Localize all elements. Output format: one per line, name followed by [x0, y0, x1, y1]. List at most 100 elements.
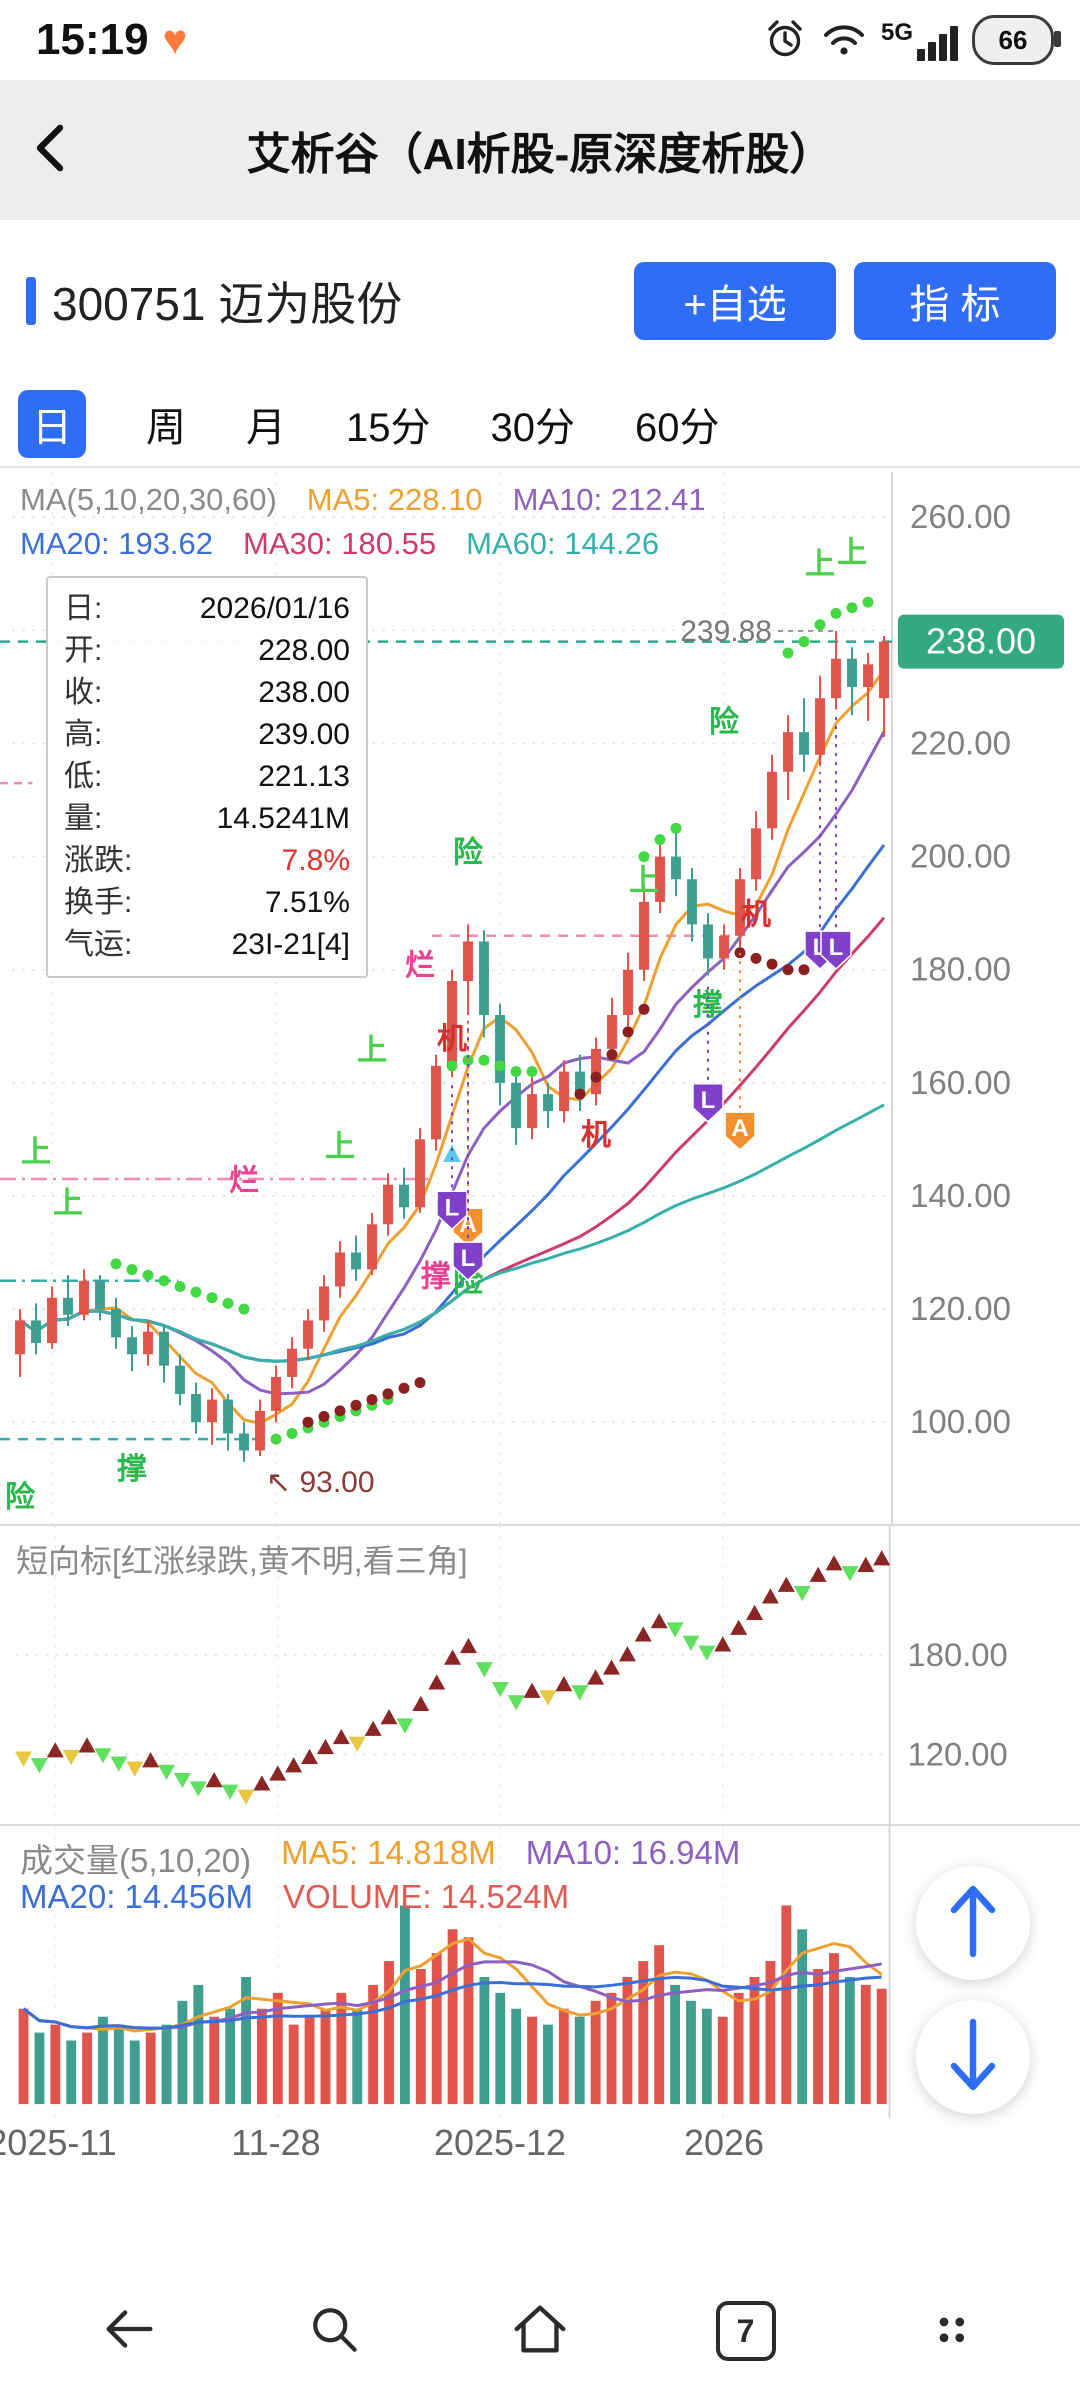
svg-text:上: 上	[837, 536, 867, 569]
svg-text:100.00: 100.00	[910, 1403, 1011, 1440]
nav-back-button[interactable]	[94, 2296, 164, 2366]
ma-param-label: MA(5,10,20,30,60)	[20, 482, 277, 517]
wifi-icon	[821, 19, 867, 62]
volume-current: VOLUME: 14.524M	[282, 1878, 570, 1915]
svg-text:险: 险	[709, 705, 740, 739]
tab-30min[interactable]: 30分	[490, 406, 576, 450]
svg-text:上: 上	[53, 1187, 83, 1220]
svg-text:上: 上	[357, 1034, 387, 1067]
svg-text:180.00: 180.00	[908, 1636, 1008, 1673]
period-tabs: 日 周 月 15分 30分 60分	[0, 382, 1080, 468]
svg-text:200.00: 200.00	[910, 838, 1011, 875]
tab-month[interactable]: 月	[246, 406, 286, 450]
chevron-left-icon	[30, 121, 70, 180]
svg-text:烂: 烂	[405, 949, 435, 982]
ma10-value: MA10: 212.41	[512, 482, 706, 517]
svg-text:140.00: 140.00	[910, 1177, 1011, 1214]
tab-week[interactable]: 周	[146, 406, 186, 450]
x-axis: 2025-11 11-28 2025-12 2026	[0, 2118, 1080, 2178]
nav-menu-button[interactable]	[916, 2296, 986, 2366]
svg-text:120.00: 120.00	[908, 1735, 1008, 1772]
menu-dots-icon	[923, 2301, 979, 2362]
svg-text:上: 上	[325, 1130, 355, 1163]
svg-text:238.00: 238.00	[926, 621, 1036, 662]
nav-tabs-button[interactable]: 7	[711, 2296, 781, 2366]
scroll-down-button[interactable]	[916, 2000, 1030, 2114]
stock-accent-bar	[26, 277, 36, 325]
svg-text:险: 险	[5, 1480, 36, 1514]
volume-svg	[18, 1826, 891, 2118]
page-title: 艾析谷（AI析股-原深度析股）	[246, 130, 834, 179]
short-direction-title: 短向标[红涨绿跌,黄不明,看三角]	[16, 1543, 468, 1579]
stock-title: 300751 迈为股份	[52, 278, 403, 330]
status-bar: 15:19 ♥ 5G 66	[0, 0, 1080, 80]
svg-text:上: 上	[805, 548, 835, 581]
stock-header-row: 300751 迈为股份 +自选 指 标	[0, 240, 1080, 362]
svg-text:撑: 撑	[421, 1260, 451, 1293]
tab-60min[interactable]: 60分	[635, 406, 720, 450]
svg-text:↖ 93.00: ↖ 93.00	[266, 1466, 375, 1499]
volume-ma20: MA20: 14.456M	[20, 1878, 253, 1915]
ma-legend-line2: MA20: 193.62 MA30: 180.55 MA60: 144.26	[20, 526, 659, 562]
svg-text:A: A	[731, 1115, 748, 1142]
arrow-up-icon	[938, 1882, 1008, 1965]
svg-text:烂: 烂	[229, 1164, 259, 1197]
home-icon	[509, 2298, 571, 2365]
arrow-down-icon	[938, 2016, 1008, 2099]
svg-text:机: 机	[581, 1119, 611, 1152]
svg-text:L: L	[829, 934, 844, 961]
scroll-up-button[interactable]	[916, 1866, 1030, 1980]
alarm-icon	[763, 16, 807, 65]
svg-text:险: 险	[453, 835, 484, 869]
app-header: 艾析谷（AI析股-原深度析股）	[0, 80, 1080, 220]
nav-home-button[interactable]	[505, 2296, 575, 2366]
volume-title: 成交量(5,10,20)	[20, 1842, 252, 1879]
short-direction-svg: 180.00 120.00	[14, 1526, 1008, 1824]
x-axis-label: 2026	[683, 2122, 765, 2163]
x-axis-label: 2025-12	[433, 2122, 567, 2163]
nav-search-button[interactable]	[299, 2296, 369, 2366]
ma30-value: MA30: 180.55	[243, 526, 437, 561]
svg-text:120.00: 120.00	[910, 1290, 1011, 1327]
volume-legend-line2: MA20: 14.456M VOLUME: 14.524M	[20, 1878, 569, 1916]
volume-ma5: MA5: 14.818M	[281, 1834, 496, 1871]
svg-text:260.00: 260.00	[910, 498, 1011, 535]
ma20-value: MA20: 193.62	[20, 526, 214, 561]
svg-text:220.00: 220.00	[910, 724, 1011, 761]
volume-panel[interactable]: 成交量(5,10,20) MA5: 14.818M MA10: 16.94M M…	[0, 1824, 1080, 2118]
search-icon	[304, 2299, 364, 2364]
battery-indicator: 66	[972, 15, 1061, 65]
tab-count-badge: 7	[715, 2301, 776, 2361]
tab-day[interactable]: 日	[18, 390, 86, 458]
candlestick-chart[interactable]: MA(5,10,20,30,60) MA5: 228.10 MA10: 212.…	[0, 472, 1080, 1524]
heart-icon: ♥	[162, 16, 188, 63]
back-button[interactable]	[22, 122, 78, 178]
add-watchlist-button[interactable]: +自选	[634, 262, 836, 340]
bottom-nav: 7	[0, 2262, 1080, 2400]
ohlc-info-box: 日: 2026/01/16 开: 228.00 收: 238.00 高: 239.00 …	[46, 576, 368, 978]
ma60-value: MA60: 144.26	[466, 526, 660, 561]
svg-text:180.00: 180.00	[910, 951, 1011, 988]
svg-text:L: L	[461, 1245, 476, 1272]
x-axis-label: 2025-11	[0, 2122, 117, 2163]
svg-text:239.88: 239.88	[680, 615, 772, 648]
svg-text:机: 机	[741, 898, 771, 931]
volume-legend-line1: 成交量(5,10,20) MA5: 14.818M MA10: 16.94M	[20, 1834, 740, 1882]
clock-time: 15:19	[36, 15, 149, 64]
short-direction-panel[interactable]: 短向标[红涨绿跌,黄不明,看三角] 180.00 120.00	[0, 1524, 1080, 1824]
svg-text:L: L	[445, 1194, 460, 1221]
tab-15min[interactable]: 15分	[346, 406, 431, 450]
volume-ma10: MA10: 16.94M	[525, 1834, 741, 1871]
ma-legend-line1: MA(5,10,20,30,60) MA5: 228.10 MA10: 212.…	[20, 482, 706, 518]
svg-text:L: L	[701, 1087, 716, 1114]
signal-5g-icon: 5G	[881, 19, 958, 61]
svg-text:上: 上	[629, 865, 659, 898]
arrow-left-icon	[98, 2298, 160, 2365]
ma5-value: MA5: 228.10	[306, 482, 483, 517]
svg-text:撑: 撑	[117, 1453, 147, 1486]
svg-text:160.00: 160.00	[910, 1064, 1011, 1101]
change-percent: 7.8%	[281, 844, 350, 877]
svg-text:上: 上	[21, 1136, 51, 1169]
indicator-button[interactable]: 指 标	[854, 262, 1056, 340]
